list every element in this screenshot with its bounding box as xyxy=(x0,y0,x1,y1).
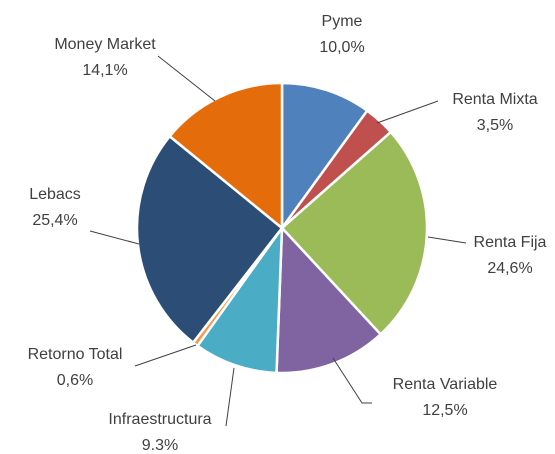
slice-value-label: 0,6% xyxy=(57,372,93,389)
slice-label: Renta Variable xyxy=(393,376,498,393)
leader-line xyxy=(427,236,467,244)
slice-label: Money Market xyxy=(54,36,156,53)
slice-label: Renta Mixta xyxy=(452,91,537,108)
pie-slice xyxy=(167,81,284,231)
slice-value-label: 14,1% xyxy=(82,62,127,79)
slice-label: Pyme xyxy=(322,13,363,30)
leader-line xyxy=(225,367,235,427)
leader-line xyxy=(134,344,197,367)
pie-slice xyxy=(195,223,284,375)
pie-slice xyxy=(275,224,383,375)
slice-value-label: 3,5% xyxy=(477,117,513,134)
pie-slice xyxy=(280,81,369,232)
leader-line xyxy=(157,55,216,102)
slice-value-label: 12,5% xyxy=(422,402,467,419)
slice-label: Lebacs xyxy=(29,186,81,203)
leader-line xyxy=(332,357,372,404)
slice-value-label: 25,4% xyxy=(32,212,77,229)
leader-line xyxy=(376,100,439,124)
pie-slice xyxy=(280,130,429,337)
slice-label: Renta Fija xyxy=(474,234,547,251)
slice-value-label: 10,0% xyxy=(319,39,364,56)
pie-slice xyxy=(135,134,284,345)
slice-label: Retorno Total xyxy=(28,346,123,363)
slice-label: Infraestructura xyxy=(108,411,211,428)
slice-value-label: 24,6% xyxy=(487,260,532,277)
leader-line xyxy=(89,230,140,245)
slice-value-label: 9.3% xyxy=(142,437,178,454)
